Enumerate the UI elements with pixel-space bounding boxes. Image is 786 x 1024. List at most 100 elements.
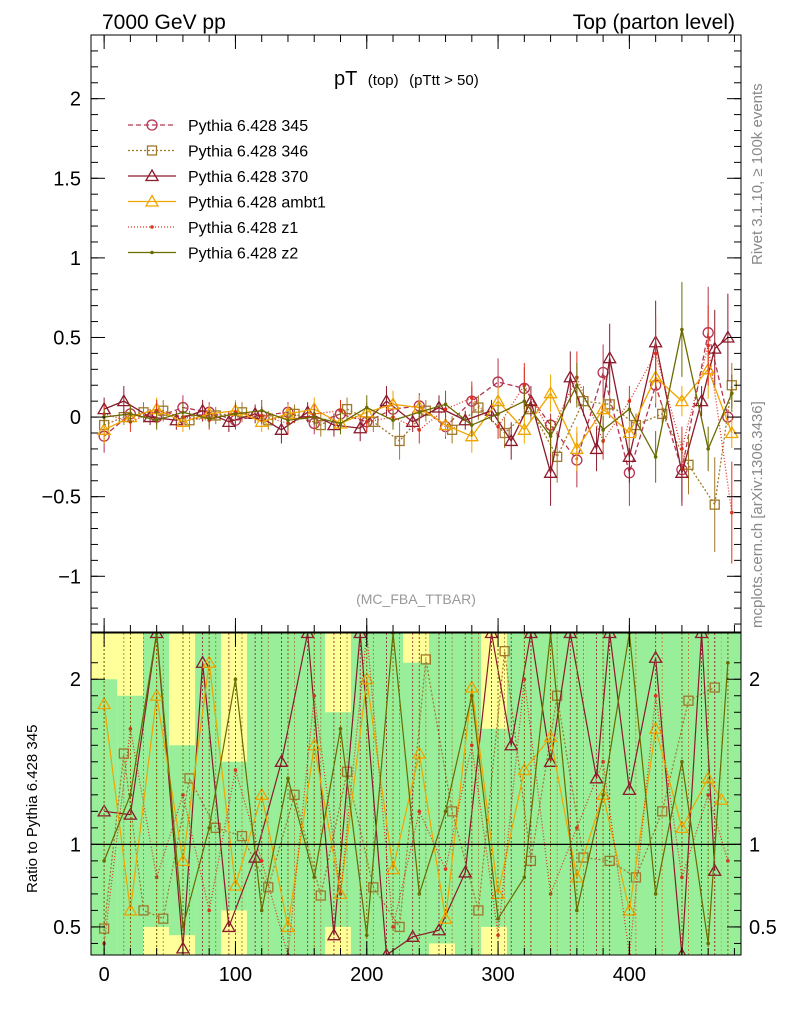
ratio-point xyxy=(286,776,290,781)
watermark: (MC_FBA_TTBAR) xyxy=(356,591,476,607)
data-point xyxy=(394,435,405,447)
ratio-point xyxy=(589,771,604,784)
ratio-point xyxy=(315,890,326,901)
data-point xyxy=(274,422,289,435)
legend-marker xyxy=(146,119,158,131)
data-point xyxy=(602,350,617,364)
ratio-point xyxy=(726,660,730,665)
data-point xyxy=(496,412,500,416)
legend-marker xyxy=(146,145,158,156)
ratio-point xyxy=(382,947,391,955)
ratio-point xyxy=(578,852,589,863)
data-point xyxy=(596,401,611,415)
data-point xyxy=(259,408,264,413)
data-point xyxy=(438,417,453,431)
band-green xyxy=(403,662,429,955)
data-point xyxy=(128,412,133,416)
ratio-point xyxy=(443,809,448,814)
data-point xyxy=(674,393,690,407)
ratio-y-tick-label: 1 xyxy=(70,834,81,856)
ratio-point xyxy=(522,677,527,682)
ratio-point xyxy=(158,913,169,924)
data-point xyxy=(443,402,448,407)
ratio-point xyxy=(523,633,539,639)
ratio-point xyxy=(405,929,420,942)
ratio-point xyxy=(484,633,499,639)
ratio-y-tick-label-right: 0.5 xyxy=(749,917,777,939)
data-point xyxy=(601,428,605,432)
data-point xyxy=(385,397,401,410)
data-point xyxy=(543,465,558,478)
data-point xyxy=(353,420,368,434)
y-tick-label: 0 xyxy=(70,407,81,429)
data-point xyxy=(523,393,539,407)
ratio-y-tick-label-right: 1 xyxy=(749,834,760,856)
ratio-point xyxy=(470,693,474,698)
legend-marker xyxy=(144,168,160,182)
ratio-point xyxy=(630,872,642,883)
data-point xyxy=(724,425,739,439)
data-point xyxy=(391,418,395,423)
data-point xyxy=(517,422,532,435)
ratio-point xyxy=(207,826,211,830)
band-green xyxy=(636,633,663,955)
data-point xyxy=(154,408,159,413)
legend-label: Pythia 6.428 z1 xyxy=(188,220,298,237)
data-point xyxy=(233,412,238,416)
data-point xyxy=(207,416,211,421)
ratio-point xyxy=(680,760,684,764)
data-point xyxy=(680,327,684,332)
ratio-point xyxy=(563,633,578,639)
ratio-point xyxy=(522,875,527,880)
data-point xyxy=(563,369,578,383)
ratio-point xyxy=(274,754,289,767)
ratio-frame xyxy=(90,632,742,956)
legend-label: Pythia 6.428 345 xyxy=(188,118,308,135)
x-tick-label: 200 xyxy=(350,964,383,986)
ratio-point xyxy=(726,859,730,863)
ratio-point xyxy=(138,905,149,916)
mcplots-label: mcplots.cern.ch [arXiv:1306.3436] xyxy=(749,401,766,628)
ratio-point xyxy=(446,806,458,817)
plot-title-main: pT xyxy=(334,68,357,90)
data-point xyxy=(338,408,343,413)
ratio-panel: 0.5 0.5 1 1 2 2 0 100 200 300 400 Ratio to Pythia … xyxy=(24,632,777,986)
data-point xyxy=(627,407,632,411)
data-point xyxy=(315,419,326,431)
data-point xyxy=(622,425,637,439)
ratio-point xyxy=(210,822,221,834)
legend-label: Pythia 6.428 ambt1 xyxy=(188,195,326,212)
data-point xyxy=(706,343,710,348)
legend-marker xyxy=(150,225,154,229)
ratio-point xyxy=(181,925,185,929)
data-point xyxy=(694,393,709,407)
ratio-point xyxy=(431,922,447,936)
data-point xyxy=(706,447,710,451)
x-tick-label: 100 xyxy=(219,964,252,986)
y-tick-label: 2 xyxy=(70,89,81,111)
data-point xyxy=(622,449,637,463)
ratio-point xyxy=(353,633,368,639)
data-point xyxy=(730,391,734,396)
ratio-point xyxy=(499,646,510,657)
data-point xyxy=(338,421,343,426)
ratio-point xyxy=(496,933,500,937)
data-point xyxy=(470,396,474,400)
legend-label: Pythia 6.428 370 xyxy=(188,169,308,186)
ratio-point xyxy=(338,726,343,731)
data-point xyxy=(254,414,269,428)
header-right: Top (parton level) xyxy=(573,11,735,34)
ratio-point xyxy=(438,911,453,924)
data-point xyxy=(709,499,720,510)
x-tick-label: 0 xyxy=(99,964,110,986)
band-green xyxy=(221,761,248,911)
ratio-point xyxy=(674,820,690,834)
legend-marker xyxy=(144,194,160,207)
data-point xyxy=(417,410,422,415)
ratio-point xyxy=(221,919,236,933)
y-tick-label: 0.5 xyxy=(53,327,81,349)
band-green xyxy=(247,633,274,955)
data-point xyxy=(364,405,369,410)
data-point xyxy=(707,341,722,354)
